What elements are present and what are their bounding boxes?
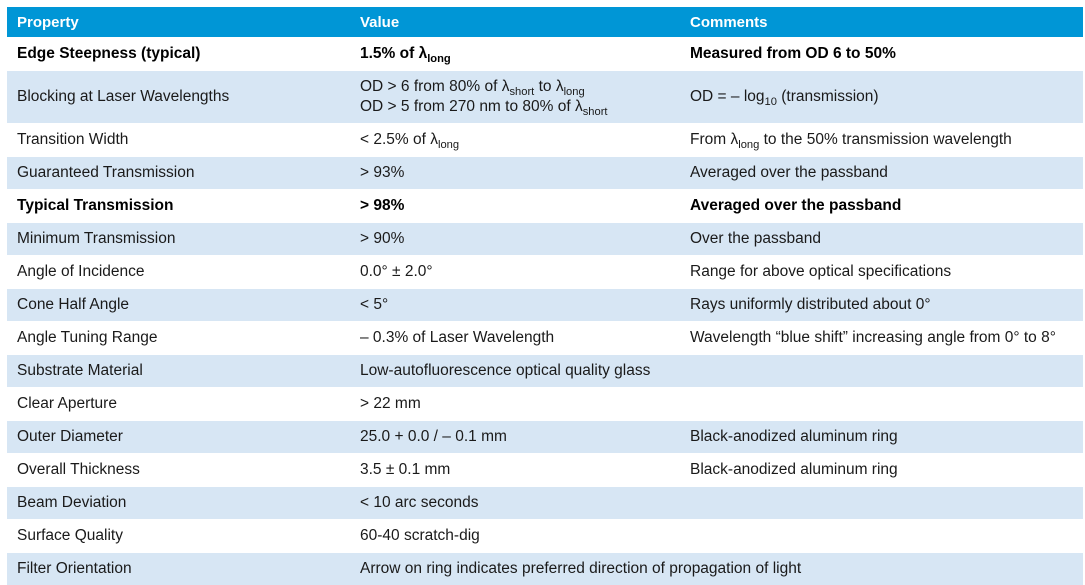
cell-value: 60-40 scratch-dig xyxy=(350,520,680,553)
cell-property: Beam Deviation xyxy=(7,487,350,520)
cell-value: 3.5 ± 0.1 mm xyxy=(350,454,680,487)
cell-value: 25.0 + 0.0 / – 0.1 mm xyxy=(350,421,680,454)
header-comments: Comments xyxy=(680,7,1083,38)
cell-comments: Black-anodized aluminum ring xyxy=(680,454,1083,487)
table-row: Minimum Transmission> 90%Over the passba… xyxy=(7,223,1083,256)
cell-property: Substrate Material xyxy=(7,355,350,388)
cell-property: Cone Half Angle xyxy=(7,289,350,322)
table-row: Clear Aperture> 22 mm xyxy=(7,388,1083,421)
cell-comments xyxy=(680,487,1083,520)
subscript: long xyxy=(438,139,459,151)
cell-value: – 0.3% of Laser Wavelength xyxy=(350,322,680,355)
cell-value: > 90% xyxy=(350,223,680,256)
cell-value: < 10 arc seconds xyxy=(350,487,680,520)
cell-property: Surface Quality xyxy=(7,520,350,553)
cell-comments: Rays uniformly distributed about 0° xyxy=(680,289,1083,322)
subscript: long xyxy=(738,139,759,151)
cell-comments: From λlong to the 50% transmission wavel… xyxy=(680,124,1083,157)
cell-comments xyxy=(680,388,1083,421)
header-property: Property xyxy=(7,7,350,38)
cell-value: > 93% xyxy=(350,157,680,190)
cell-property: Minimum Transmission xyxy=(7,223,350,256)
cell-property: Guaranteed Transmission xyxy=(7,157,350,190)
specifications-table: Property Value Comments Edge Steepness (… xyxy=(7,7,1083,585)
cell-comments: Averaged over the passband xyxy=(680,157,1083,190)
subscript: short xyxy=(583,106,608,118)
header-row: Property Value Comments xyxy=(7,7,1083,38)
table-row: Guaranteed Transmission> 93%Averaged ove… xyxy=(7,157,1083,190)
cell-property: Transition Width xyxy=(7,124,350,157)
cell-property: Overall Thickness xyxy=(7,454,350,487)
cell-property: Angle of Incidence xyxy=(7,256,350,289)
cell-comments: OD = – log10 (transmission) xyxy=(680,71,1083,124)
cell-comments: Range for above optical specifications xyxy=(680,256,1083,289)
cell-property: Typical Transmission xyxy=(7,190,350,223)
cell-value: < 5° xyxy=(350,289,680,322)
cell-property: Edge Steepness (typical) xyxy=(7,38,350,71)
cell-value: 1.5% of λlong xyxy=(350,38,680,71)
table-row: Angle of Incidence 0.0° ± 2.0°Range for … xyxy=(7,256,1083,289)
table-header: Property Value Comments xyxy=(7,7,1083,38)
cell-comments xyxy=(680,355,1083,388)
cell-line: OD > 5 from 270 nm to 80% of λshort xyxy=(360,97,676,117)
cell-comments: Black-anodized aluminum ring xyxy=(680,421,1083,454)
cell-comments xyxy=(680,520,1083,553)
cell-property: Clear Aperture xyxy=(7,388,350,421)
cell-value: > 98% xyxy=(350,190,680,223)
table-row: Beam Deviation< 10 arc seconds xyxy=(7,487,1083,520)
subscript: 10 xyxy=(765,96,777,108)
cell-comments: Over the passband xyxy=(680,223,1083,256)
cell-value: < 2.5% of λlong xyxy=(350,124,680,157)
cell-property: Blocking at Laser Wavelengths xyxy=(7,71,350,124)
cell-comments: Wavelength “blue shift” increasing angle… xyxy=(680,322,1083,355)
cell-value: Low-autofluorescence optical quality gla… xyxy=(350,355,680,388)
cell-property: Filter Orientation xyxy=(7,553,350,585)
cell-line: OD > 6 from 80% of λshort to λlong xyxy=(360,77,676,97)
subscript: long xyxy=(427,53,451,65)
table-row: Cone Half Angle< 5°Rays uniformly distri… xyxy=(7,289,1083,322)
table-row: Typical Transmission> 98%Averaged over t… xyxy=(7,190,1083,223)
cell-property: Outer Diameter xyxy=(7,421,350,454)
table-row: Angle Tuning Range– 0.3% of Laser Wavele… xyxy=(7,322,1083,355)
cell-value: Arrow on ring indicates preferred direct… xyxy=(350,553,1083,585)
cell-value: 0.0° ± 2.0° xyxy=(350,256,680,289)
header-value: Value xyxy=(350,7,680,38)
cell-property: Angle Tuning Range xyxy=(7,322,350,355)
cell-comments: Measured from OD 6 to 50% xyxy=(680,38,1083,71)
cell-value: > 22 mm xyxy=(350,388,680,421)
cell-comments: Averaged over the passband xyxy=(680,190,1083,223)
